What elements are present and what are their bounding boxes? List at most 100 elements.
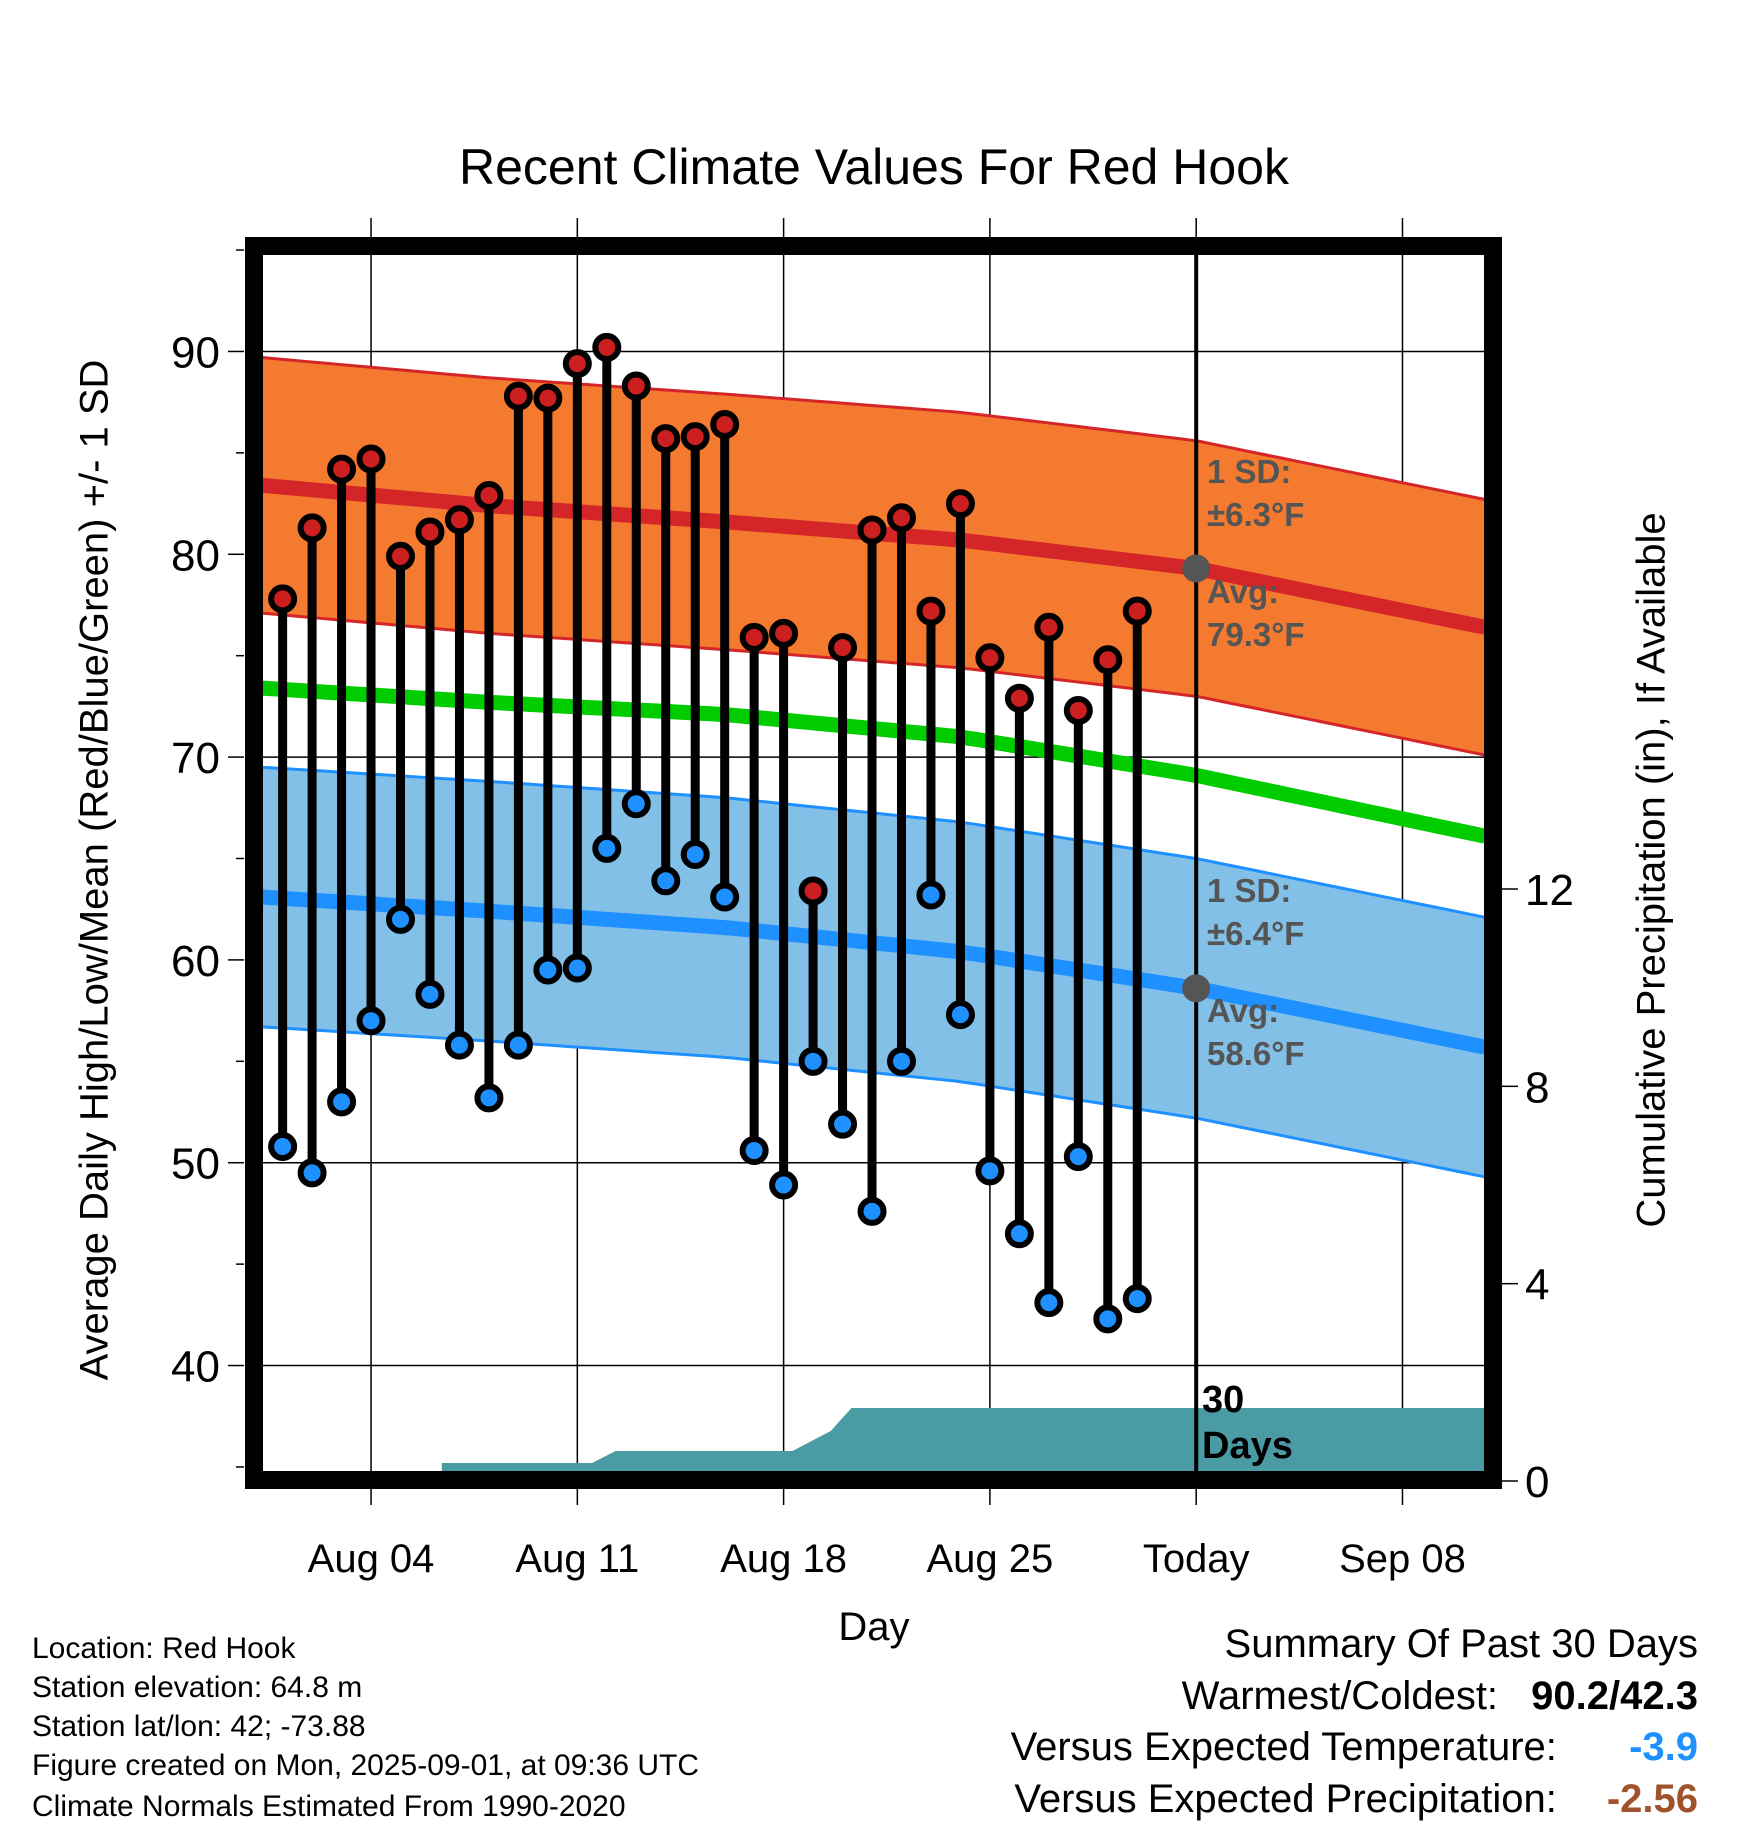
right-axis-label: Cumulative Precipitation (in), If Availa… (1629, 512, 1674, 1228)
daily-high-point (710, 409, 740, 439)
summary-row: Versus Expected Temperature: -3.9 (1011, 1725, 1698, 1770)
created-line: Figure created on Mon, 2025-09-01, at 09… (32, 1749, 700, 1782)
x-tick-label: Aug 25 (927, 1537, 1054, 1581)
daily-low-point (739, 1136, 769, 1166)
low-sd-annotation: 1 SD: (1207, 872, 1291, 909)
daily-low-point (1063, 1142, 1093, 1172)
daily-low-point (327, 1087, 357, 1117)
daily-series (268, 246, 1211, 1471)
daily-high-point (327, 454, 357, 484)
daily-low-point (886, 1046, 916, 1076)
daily-high-point (739, 622, 769, 652)
summary-heading: Summary Of Past 30 Days (1224, 1622, 1698, 1666)
daily-high-point (415, 517, 445, 547)
daily-low-point (1034, 1288, 1064, 1318)
high-avg-annotation: 79.3°F (1207, 616, 1305, 653)
y-tick-label-left: 90 (171, 328, 220, 377)
y-tick-label-right: 0 (1525, 1458, 1549, 1507)
today-high-avg-point (1182, 554, 1211, 583)
daily-low-point (857, 1196, 887, 1226)
daily-high-point (533, 383, 563, 413)
days-label: 30 (1202, 1379, 1244, 1421)
y-tick-label-left: 60 (171, 937, 220, 986)
daily-low-point (680, 839, 710, 869)
y-tick-label-left: 80 (171, 531, 220, 580)
daily-low-point (1004, 1219, 1034, 1249)
daily-high-point (474, 480, 504, 510)
summary-value: -3.9 (1629, 1725, 1698, 1769)
daily-high-point (975, 643, 1005, 673)
daily-low-point (533, 955, 563, 985)
daily-high-point (916, 596, 946, 626)
x-tick-label: Aug 18 (720, 1537, 847, 1581)
daily-low-point (916, 880, 946, 910)
summary-label: Versus Expected Precipitation: (1014, 1777, 1557, 1821)
summary-value: 90.2/42.3 (1531, 1674, 1698, 1718)
daily-high-point (356, 444, 386, 474)
low-sd-annotation: ±6.4°F (1207, 915, 1304, 952)
latlon-line: Station lat/lon: 42; -73.88 (32, 1710, 366, 1743)
daily-low-point (415, 979, 445, 1009)
daily-low-point (474, 1083, 504, 1113)
left-axis-label: Average Daily High/Low/Mean (Red/Blue/Gr… (72, 359, 117, 1381)
plot-frame (245, 237, 1502, 1489)
daily-low-point (1093, 1304, 1123, 1334)
daily-high-point (1122, 596, 1152, 626)
daily-low-point (562, 953, 592, 983)
daily-high-point (268, 584, 298, 614)
daily-high-point (1063, 695, 1093, 725)
summary-label: Versus Expected Temperature: (1010, 1725, 1557, 1769)
summary-row: Versus Expected Precipitation: -2.56 (1014, 1777, 1698, 1822)
low-avg-annotation: Avg: (1207, 992, 1279, 1029)
y-tick-label-right: 12 (1525, 866, 1574, 915)
daily-low-point (975, 1156, 1005, 1186)
daily-high-point (651, 424, 681, 454)
daily-low-point (1122, 1284, 1152, 1314)
daily-high-point (1093, 645, 1123, 675)
high-avg-annotation: Avg: (1207, 573, 1279, 610)
daily-high-point (828, 633, 858, 663)
location-line: Location: Red Hook (32, 1632, 296, 1665)
daily-high-point (621, 371, 651, 401)
plot-border (245, 237, 1502, 1489)
daily-low-point (945, 1000, 975, 1030)
daily-low-point (268, 1131, 298, 1161)
precip-area (262, 1408, 1485, 1471)
x-tick-label: Aug 04 (308, 1537, 435, 1581)
high-sd-annotation: 1 SD: (1207, 453, 1291, 490)
daily-high-point (503, 381, 533, 411)
daily-high-point (945, 489, 975, 519)
daily-high-point (592, 332, 622, 362)
daily-high-point (680, 422, 710, 452)
daily-low-point (356, 1006, 386, 1036)
y-tick-label-left: 50 (171, 1140, 220, 1189)
low-avg-annotation: 58.6°F (1207, 1035, 1305, 1072)
daily-low-point (798, 1046, 828, 1076)
daily-low-point (503, 1030, 533, 1060)
daily-low-point (297, 1158, 327, 1188)
daily-high-point (857, 515, 887, 545)
y-tick-label-right: 4 (1525, 1261, 1549, 1310)
precip-area (262, 1408, 1485, 1471)
normals-line: Climate Normals Estimated From 1990-2020 (32, 1790, 626, 1823)
elevation-line: Station elevation: 64.8 m (32, 1671, 363, 1704)
y-tick-label-right: 8 (1525, 1063, 1549, 1112)
chart-title: Recent Climate Values For Red Hook (459, 139, 1289, 195)
x-tick-label: Sep 08 (1339, 1537, 1466, 1581)
daily-low-point (651, 866, 681, 896)
daily-low-point (621, 789, 651, 819)
x-tick-label: Today (1143, 1537, 1250, 1581)
daily-low-point (592, 833, 622, 863)
summary-row: Warmest/Coldest: 90.2/42.3 (1182, 1674, 1698, 1719)
daily-high-point (769, 618, 799, 648)
y-tick-label-left: 40 (171, 1343, 220, 1392)
daily-high-point (1034, 612, 1064, 642)
daily-low-point (710, 882, 740, 912)
high-sd-annotation: ±6.3°F (1207, 496, 1304, 533)
daily-low-point (386, 904, 416, 934)
daily-high-point (886, 503, 916, 533)
daily-high-point (444, 505, 474, 535)
summary-label: Warmest/Coldest: (1181, 1674, 1499, 1718)
daily-high-point (386, 541, 416, 571)
daily-low-point (444, 1030, 474, 1060)
